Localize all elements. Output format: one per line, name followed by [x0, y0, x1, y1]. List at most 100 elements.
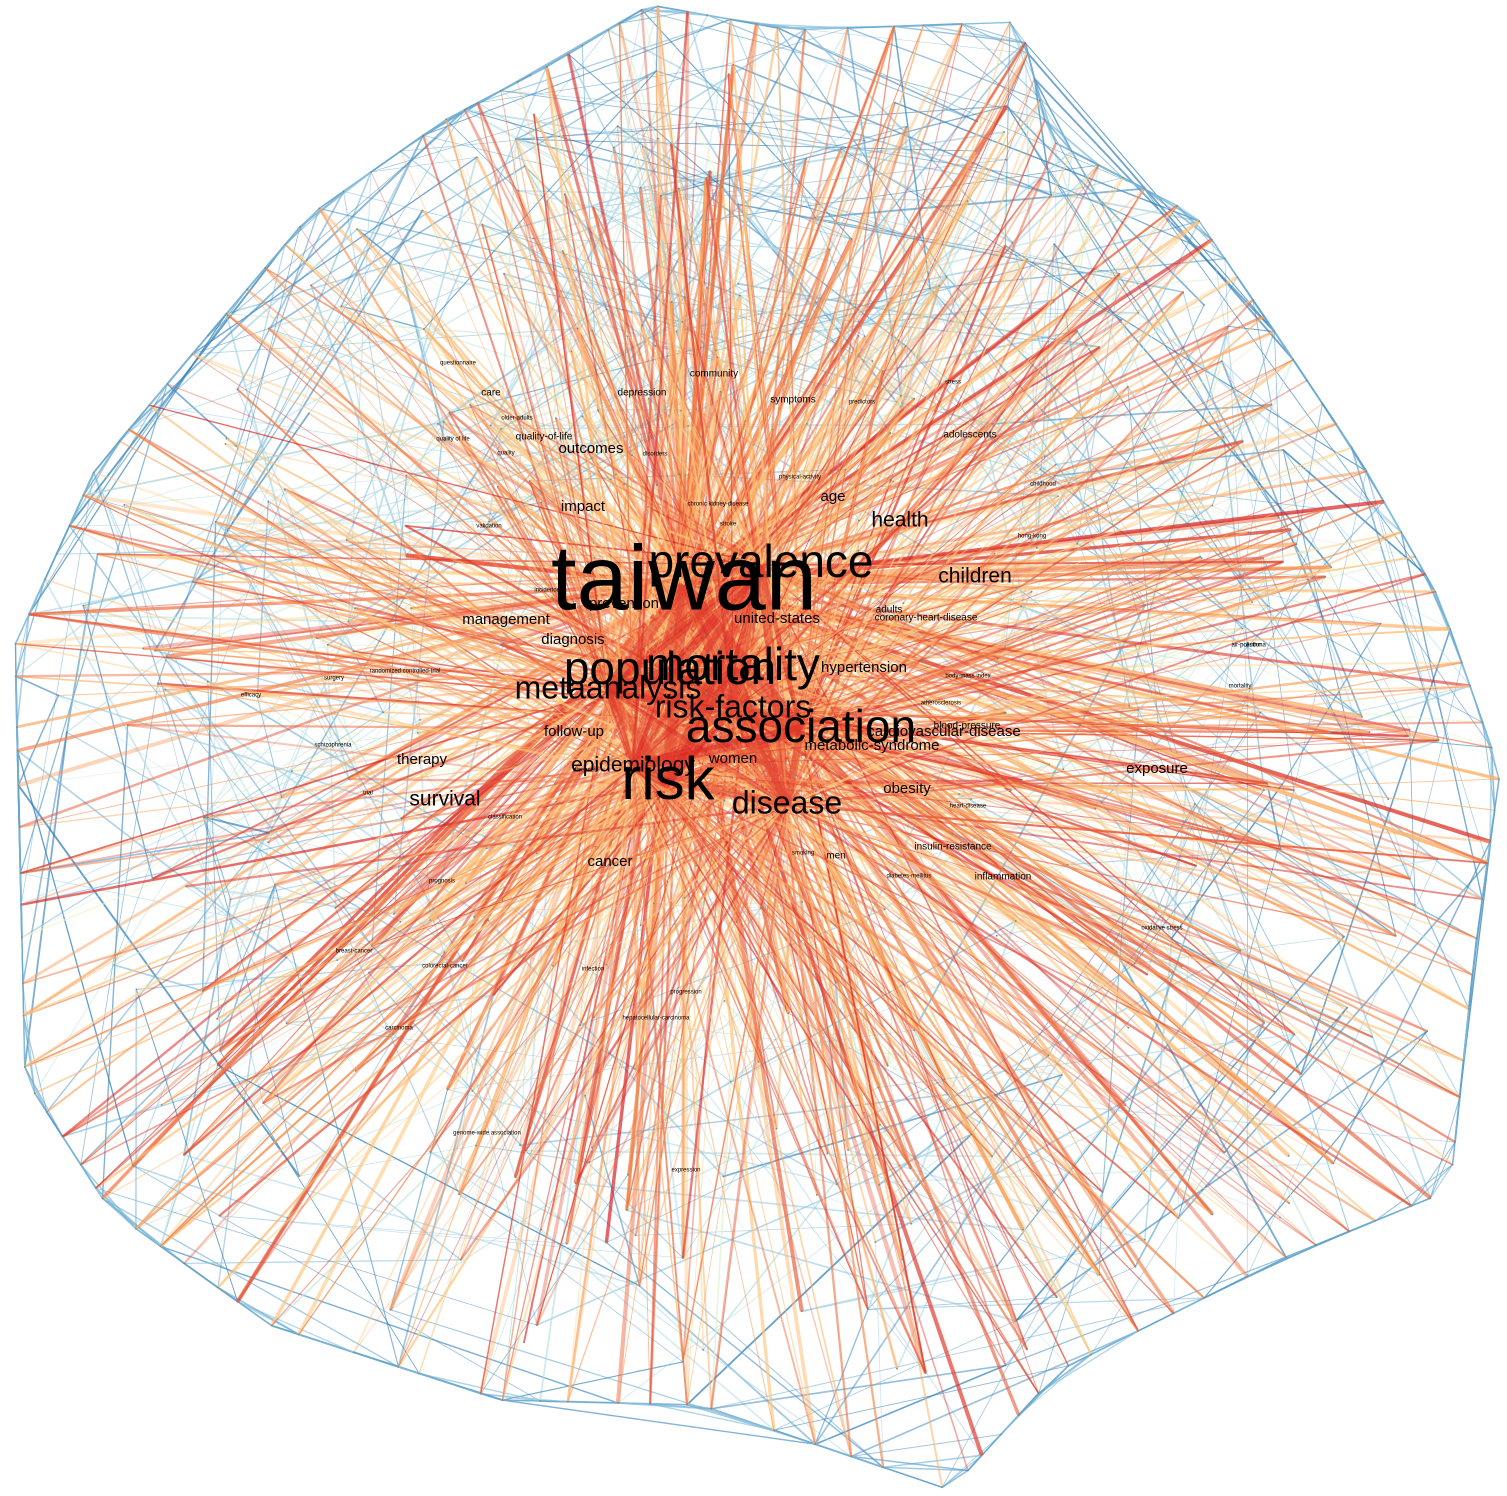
network-node — [788, 314, 790, 317]
network-edge — [157, 683, 634, 767]
network-edge — [683, 584, 1470, 1010]
network-node — [1282, 449, 1285, 451]
network-edge — [760, 480, 894, 566]
network-edge — [316, 637, 669, 784]
node-label-therapy: therapy — [397, 751, 448, 768]
network-edge — [262, 689, 609, 1104]
network-edge — [1070, 150, 1280, 518]
node-label-adolescents: adolescents — [943, 430, 996, 441]
network-node — [1030, 590, 1033, 593]
network-edge — [835, 982, 983, 1456]
network-edge — [827, 1152, 1100, 1276]
network-edge — [800, 729, 1473, 976]
network-node — [443, 439, 446, 442]
network-edge — [732, 708, 1411, 880]
network-edge — [805, 102, 896, 160]
network-node — [1408, 728, 1411, 731]
network-edge — [460, 667, 734, 1261]
network-edge — [711, 1297, 1205, 1410]
node-label-insulin-resistance: insulin-resistance — [914, 842, 992, 853]
network-edge — [132, 1165, 288, 1219]
network-node — [1220, 826, 1222, 829]
network-edge — [536, 804, 788, 1326]
network-node — [1424, 573, 1427, 575]
network-edge — [887, 1065, 1281, 1219]
node-label-surgery: surgery — [324, 676, 344, 682]
network-edge — [202, 816, 300, 1177]
network-node — [165, 655, 168, 658]
network-node — [285, 956, 288, 959]
network-node — [471, 1090, 474, 1092]
network-node — [82, 494, 85, 497]
network-node — [614, 473, 617, 476]
network-node — [893, 25, 895, 28]
network-edge — [83, 494, 609, 691]
network-edge — [669, 671, 713, 1409]
network-edge — [1281, 784, 1432, 1199]
network-edge — [567, 729, 802, 1402]
network-edge — [760, 564, 1483, 900]
network-edge — [1006, 105, 1280, 518]
network-edge — [464, 108, 672, 145]
network-node — [65, 731, 68, 734]
network-node — [1266, 782, 1269, 785]
network-node — [715, 349, 717, 352]
network-edge — [20, 782, 669, 875]
network-edge — [284, 488, 671, 674]
network-nodes — [14, 5, 1500, 1489]
node-label-disease: disease — [732, 784, 842, 820]
network-edge — [786, 803, 1464, 1062]
network-node — [790, 333, 792, 336]
network-edge — [815, 187, 1145, 219]
node-label-randomized-controlled-trial: randomized controlled-trial — [370, 669, 441, 675]
network-node — [264, 267, 266, 269]
network-node — [1039, 468, 1042, 471]
network-node — [418, 1372, 421, 1375]
network-node — [528, 480, 531, 482]
network-edge — [878, 1033, 1295, 1089]
network-node — [1211, 1213, 1214, 1216]
network-edge — [632, 661, 1462, 768]
network-node — [618, 22, 621, 25]
network-node — [1004, 244, 1007, 247]
network-edge — [1185, 785, 1477, 940]
network-node — [370, 171, 372, 173]
network-node — [566, 1400, 569, 1403]
network-node — [517, 189, 520, 192]
network-node — [1203, 1297, 1205, 1299]
network-node — [910, 1222, 913, 1225]
network-node — [945, 276, 948, 278]
network-edge — [165, 656, 394, 1035]
network-node — [1003, 131, 1006, 133]
node-label-united-states: united-states — [734, 610, 820, 627]
network-edge — [191, 156, 478, 355]
network-edge — [62, 994, 494, 1137]
network-node — [553, 783, 556, 786]
network-edge — [448, 411, 685, 587]
network-node — [1273, 330, 1276, 333]
network-edge — [215, 521, 634, 767]
network-edge — [24, 1066, 36, 1094]
network-edge — [786, 561, 1284, 806]
network-edge — [800, 358, 1294, 731]
network-edge — [786, 553, 996, 806]
network-edge — [894, 25, 1026, 44]
network-edge — [631, 724, 803, 772]
network-node — [996, 1264, 999, 1267]
network-node — [1246, 1088, 1249, 1091]
network-edge — [732, 667, 1376, 1222]
network-edge — [423, 70, 657, 330]
network-node — [21, 936, 23, 939]
network-node — [706, 287, 708, 289]
network-edge — [525, 804, 788, 1152]
network-node — [446, 1088, 449, 1091]
network-node — [1277, 516, 1280, 519]
network-node — [336, 959, 339, 961]
network-edge — [1300, 1007, 1348, 1075]
network-node — [874, 1241, 877, 1243]
network-edge — [1176, 205, 1226, 260]
network-node — [479, 1392, 482, 1395]
network-edge — [638, 729, 802, 1287]
network-edge — [16, 614, 30, 728]
network-edge — [683, 248, 831, 586]
